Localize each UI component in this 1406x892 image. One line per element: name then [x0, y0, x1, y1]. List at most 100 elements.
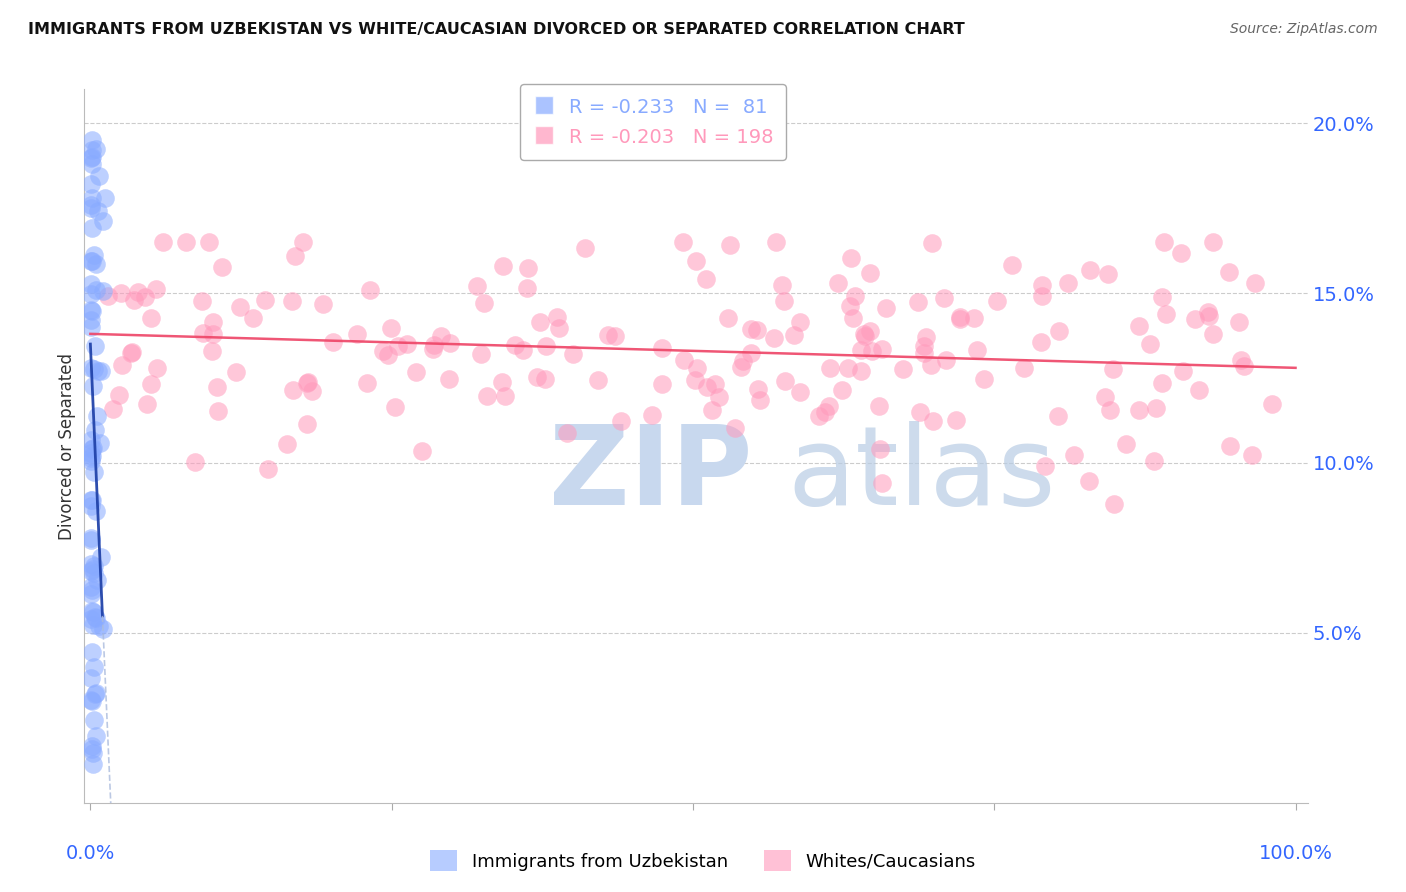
- Point: [853, 326, 876, 341]
- Point: [86, 409, 108, 423]
- Point: [80, 446, 103, 460]
- Point: [281, 294, 304, 309]
- Point: [312, 297, 335, 311]
- Point: [574, 241, 596, 255]
- Point: [83, 609, 105, 624]
- Point: [82, 150, 104, 164]
- Point: [839, 299, 862, 313]
- Point: [963, 310, 986, 325]
- Point: [1233, 359, 1256, 373]
- Point: [718, 237, 741, 252]
- Point: [79, 361, 101, 376]
- Point: [610, 414, 633, 428]
- Point: [685, 253, 707, 268]
- Point: [1031, 277, 1053, 292]
- Point: [437, 372, 460, 386]
- Point: [859, 266, 882, 280]
- Point: [79, 454, 101, 468]
- Point: [83, 558, 105, 573]
- Point: [555, 426, 578, 441]
- Point: [80, 500, 103, 514]
- Point: [80, 442, 103, 456]
- Point: [82, 441, 104, 455]
- Point: [422, 342, 444, 356]
- Point: [491, 375, 513, 389]
- Point: [82, 746, 104, 760]
- Point: [534, 339, 557, 353]
- Point: [191, 293, 214, 308]
- Point: [86, 364, 108, 378]
- Point: [89, 549, 111, 564]
- Point: [814, 405, 837, 419]
- Point: [717, 311, 740, 326]
- Point: [598, 327, 620, 342]
- Point: [380, 321, 402, 335]
- Point: [80, 564, 103, 578]
- Point: [695, 272, 717, 286]
- Point: [1261, 397, 1284, 411]
- Point: [1101, 362, 1123, 376]
- Point: [841, 310, 863, 325]
- Point: [80, 198, 103, 212]
- Point: [1078, 263, 1101, 277]
- Point: [242, 311, 264, 326]
- Point: [807, 409, 830, 423]
- Point: [1078, 475, 1101, 489]
- Text: 0.0%: 0.0%: [66, 844, 115, 863]
- Point: [1184, 312, 1206, 326]
- Point: [986, 293, 1008, 308]
- Point: [86, 257, 108, 271]
- Point: [1152, 290, 1174, 304]
- Point: [152, 235, 174, 249]
- Point: [869, 442, 891, 456]
- Point: [86, 142, 108, 156]
- Point: [921, 358, 943, 372]
- Point: [1115, 437, 1137, 451]
- Point: [949, 312, 972, 326]
- Point: [253, 293, 276, 308]
- Point: [870, 342, 893, 356]
- Point: [526, 370, 548, 384]
- Point: [762, 331, 785, 345]
- Point: [110, 285, 132, 300]
- Y-axis label: Divorced or Separated: Divorced or Separated: [58, 352, 76, 540]
- Point: [907, 295, 929, 310]
- Point: [83, 660, 105, 674]
- Point: [83, 714, 105, 728]
- Point: [775, 374, 797, 388]
- Point: [875, 301, 897, 315]
- Point: [914, 339, 936, 353]
- Point: [82, 694, 104, 708]
- Point: [80, 493, 103, 508]
- Point: [831, 384, 853, 398]
- Point: [411, 443, 433, 458]
- Point: [1202, 326, 1225, 341]
- Point: [80, 304, 103, 318]
- Point: [79, 313, 101, 327]
- Point: [749, 392, 772, 407]
- Point: [377, 348, 399, 362]
- Point: [651, 341, 673, 355]
- Point: [80, 286, 103, 301]
- Point: [86, 573, 108, 587]
- Point: [839, 252, 862, 266]
- Point: [396, 337, 419, 351]
- Text: atlas: atlas: [787, 421, 1056, 528]
- Point: [685, 360, 707, 375]
- Point: [80, 493, 103, 508]
- Point: [291, 235, 314, 249]
- Text: 100.0%: 100.0%: [1258, 844, 1333, 863]
- Point: [1144, 401, 1167, 415]
- Point: [465, 279, 488, 293]
- Point: [1142, 454, 1164, 468]
- Point: [859, 324, 882, 338]
- Point: [1227, 315, 1250, 329]
- Point: [80, 531, 103, 545]
- Text: ZIP: ZIP: [550, 421, 752, 528]
- Point: [83, 687, 105, 701]
- Point: [135, 397, 157, 411]
- Point: [747, 323, 769, 337]
- Point: [472, 296, 495, 310]
- Point: [724, 421, 747, 435]
- Point: [121, 344, 143, 359]
